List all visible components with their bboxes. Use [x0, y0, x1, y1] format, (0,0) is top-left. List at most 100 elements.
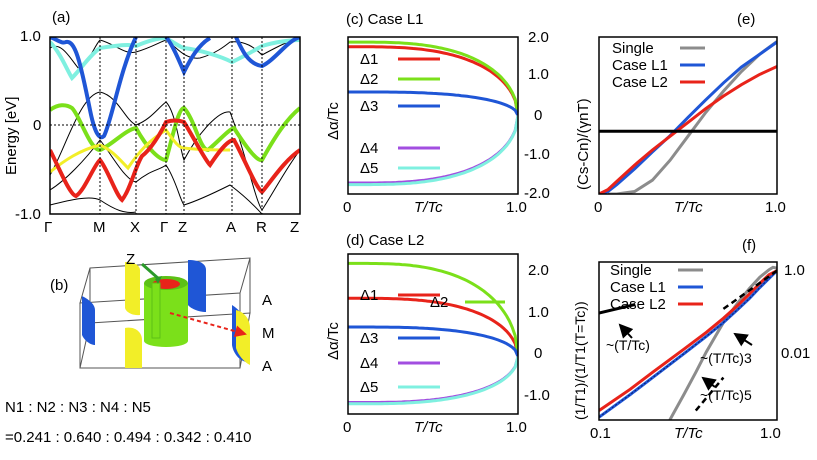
kpoint-gamma: Γ: [44, 219, 52, 236]
curve-delta1: [348, 296, 518, 357]
z-label: Z: [126, 251, 135, 268]
kpoint-x: X: [130, 219, 140, 236]
band-guides: [50, 37, 300, 214]
panel-a: (a) 1.0 0 -1.0 Energy [eV] Γ M X Γ Z A R…: [3, 9, 301, 236]
curve-f-5: [694, 376, 725, 412]
panel-e-frame: [598, 36, 778, 195]
panel-c-ytick-0: 2.0: [528, 29, 549, 46]
panel-c-ytick-4: -2.0: [524, 185, 550, 202]
legend-c-d1: Δ1: [360, 51, 378, 68]
panel-f-curves: [599, 265, 777, 420]
panel-c-ytick-3: -1.0: [524, 146, 550, 163]
legend-e-l2: Case L2: [612, 74, 668, 91]
panel-e-ylabel: (Cs-Cn)/(γnT): [575, 98, 592, 190]
panel-d-ytick-3: -1.0: [524, 387, 550, 404]
label-a-top: A: [262, 292, 272, 309]
kpoint-r: R: [256, 219, 267, 236]
fs-center-green: [144, 283, 188, 341]
panel-d-ylabel: Δα/Tc: [325, 322, 342, 360]
panel-f-ytick-0: 1.0: [784, 262, 805, 279]
panel-f-xlabel: T/Tc: [674, 425, 703, 442]
panel-f-frame: [598, 261, 778, 421]
panel-e-curves: [599, 40, 777, 194]
panel-e-xtick-2: 1.0: [765, 199, 786, 216]
panel-b: (b) Z A M A: [50, 251, 275, 375]
panel-b-label: (b): [50, 277, 68, 294]
kpoint-z-2: Z: [290, 219, 299, 236]
fs-corner-6: [236, 310, 250, 365]
panel-c-ytick-2: 0: [534, 107, 542, 124]
curve-delta3: [348, 325, 518, 358]
annotation-cubic-arrow: [733, 332, 753, 347]
fs-center-inner: [151, 282, 161, 339]
fs-corner-3: [188, 260, 206, 312]
curve-e-case-l1: [599, 40, 777, 194]
curve-f-2: [599, 269, 777, 412]
ytick-a-1: 1.0: [20, 28, 41, 45]
curve-delta2: [348, 261, 518, 357]
panel-c-label: (c) Case L1: [346, 11, 424, 28]
panel-d-label: (d) Case L2: [346, 232, 424, 249]
curve-delta3: [348, 90, 518, 117]
legend-d-d5: Δ5: [360, 379, 378, 396]
z-arrow-head: [155, 276, 162, 284]
legend-d-d1: Δ1: [360, 287, 378, 304]
kpoint-a: A: [226, 219, 236, 236]
panel-d-xlabel: T/Tc: [414, 419, 443, 436]
panel-a-frame: [49, 36, 301, 215]
panel-f-ytick-1: 0.01: [781, 345, 810, 362]
panel-f: (f) (1/T1)/(1/T1(T=Tc)) 0.1 1.0 T/Tc 1.0…: [572, 237, 810, 442]
curve-delta1: [348, 45, 518, 116]
curve-delta5: [348, 115, 518, 187]
annotation-linear-arrow: [618, 323, 634, 339]
fs-corner-2: [125, 262, 140, 316]
panel-c-xtick-0: 0: [343, 199, 351, 216]
fs-center-green-base: [144, 335, 188, 347]
panel-c-curves: [348, 40, 518, 187]
legend-c-d3: Δ3: [360, 98, 378, 115]
curve-f-4: [722, 269, 777, 310]
panel-e: (e) (Cs-Cn)/(γnT) 0 1.0 T/Tc Single Case…: [575, 11, 786, 216]
legend-d-d3: Δ3: [360, 330, 378, 347]
curve-delta2: [348, 40, 518, 116]
panel-e-legend: Single Case L1 Case L2: [612, 40, 705, 91]
legend-f-l1: Case L1: [610, 279, 666, 296]
panel-f-label: (f): [742, 237, 756, 254]
band-yellow: [50, 127, 231, 174]
legend-c-d5: Δ5: [360, 160, 378, 177]
z-arrow: [141, 262, 161, 282]
curve-delta5: [348, 356, 518, 406]
panel-d: (d) Case L2 Δα/Tc 0 1.0 T/Tc 2.0 1.0 0 -…: [325, 232, 550, 436]
band-black-1: [50, 91, 300, 211]
kpoint-z: Z: [178, 219, 187, 236]
band-green: [50, 103, 300, 163]
panel-d-frame: [347, 253, 519, 415]
panel-f-legend: Single Case L1 Case L2: [610, 262, 703, 313]
panel-d-curves: [348, 261, 518, 406]
m-arrow: [169, 312, 247, 338]
annotation-cubic: ~(T/Tc)3: [700, 350, 752, 366]
curve-e-single: [607, 40, 777, 194]
panel-d-ytick-0: 2.0: [528, 262, 549, 279]
legend-d-d4: Δ4: [360, 355, 378, 372]
label-a-bottom: A: [262, 358, 272, 375]
annotation-fifth: ~(T/Tc)5: [700, 387, 752, 403]
panel-e-xtick-0: 0: [594, 199, 602, 216]
ratio-line-1: N1 : N2 : N3 : N4 : N5: [5, 399, 151, 416]
panel-c-ytick-1: 1.0: [528, 66, 549, 83]
label-m: M: [262, 325, 275, 342]
legend-e-l1: Case L1: [612, 57, 668, 74]
curve-f-dotted-fit: [599, 270, 777, 418]
legend-e-single: Single: [612, 40, 654, 57]
panel-d-ytick-2: 0: [534, 345, 542, 362]
ytick-a-3: -1.0: [15, 206, 41, 223]
panel-c: (c) Case L1 Δα/Tc 0 1.0 T/Tc 2.0 1.0 0 -…: [325, 11, 550, 216]
panel-d-legend: Δ1 Δ2 Δ3 Δ4 Δ5: [360, 287, 505, 396]
curve-f-0: [668, 265, 777, 420]
panel-c-ylabel: Δα/Tc: [325, 102, 342, 140]
panel-c-xlabel: T/Tc: [414, 199, 443, 216]
kpoint-gamma-2: Γ: [160, 219, 168, 236]
panel-d-ytick-1: 1.0: [528, 304, 549, 321]
ratio-line-2: =0.241 : 0.640 : 0.494 : 0.342 : 0.410: [5, 429, 251, 446]
